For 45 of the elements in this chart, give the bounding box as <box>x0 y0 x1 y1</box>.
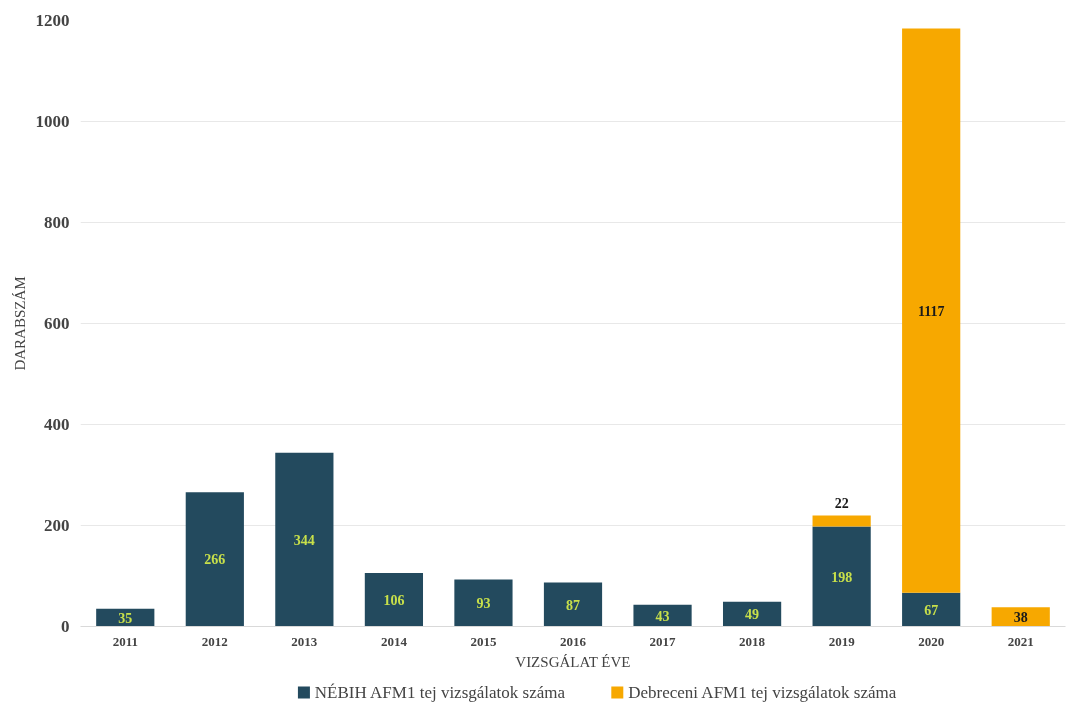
x-tick-label: 2015 <box>470 633 497 649</box>
x-tick-label: 2021 <box>1007 633 1034 649</box>
x-tick-label: 2020 <box>918 633 945 649</box>
data-label: 22 <box>834 496 849 512</box>
data-label: 35 <box>118 610 133 626</box>
bar <box>275 452 334 627</box>
bar <box>454 579 513 627</box>
data-label: 344 <box>293 532 315 548</box>
data-label: 1117 <box>917 303 945 319</box>
bar <box>812 515 871 527</box>
data-label: 106 <box>383 592 405 608</box>
legend-label: Debreceni AFM1 tej vizsgálatok száma <box>628 683 897 702</box>
bar <box>633 604 692 627</box>
y-tick-label: 200 <box>44 516 70 535</box>
legend-label: NÉBIH AFM1 tej vizsgálatok száma <box>314 683 566 702</box>
data-label: 87 <box>566 597 580 613</box>
x-tick-label: 2011 <box>112 633 138 649</box>
y-tick-label: 0 <box>61 617 70 636</box>
x-tick-label: 2012 <box>201 633 228 649</box>
data-label: 49 <box>745 607 760 623</box>
y-tick-label: 600 <box>44 314 70 333</box>
data-label: 38 <box>1013 609 1028 625</box>
x-tick-label: 2016 <box>560 633 587 649</box>
x-tick-label: 2013 <box>291 633 318 649</box>
x-tick-label: 2018 <box>739 633 766 649</box>
y-tick-label: 400 <box>44 415 70 434</box>
x-tick-label: 2019 <box>828 633 856 649</box>
data-label: 67 <box>924 602 939 618</box>
bar <box>185 492 244 627</box>
data-label: 43 <box>655 608 670 624</box>
data-label: 198 <box>831 569 853 585</box>
x-tick-label: 2014 <box>380 633 408 649</box>
x-axis-title: VIZSGÁLAT ÉVE <box>515 653 631 670</box>
bar <box>543 582 603 627</box>
y-tick-label: 1200 <box>35 11 70 30</box>
y-axis-title: DARABSZÁM <box>11 276 28 371</box>
data-label: 266 <box>204 552 226 568</box>
bar <box>902 592 961 627</box>
x-tick-label: 2017 <box>649 633 677 649</box>
bar <box>812 526 871 627</box>
y-tick-label: 1000 <box>35 112 70 131</box>
bar <box>364 572 424 627</box>
data-label: 93 <box>476 596 491 612</box>
bar <box>902 28 961 593</box>
y-tick-label: 800 <box>44 213 70 232</box>
